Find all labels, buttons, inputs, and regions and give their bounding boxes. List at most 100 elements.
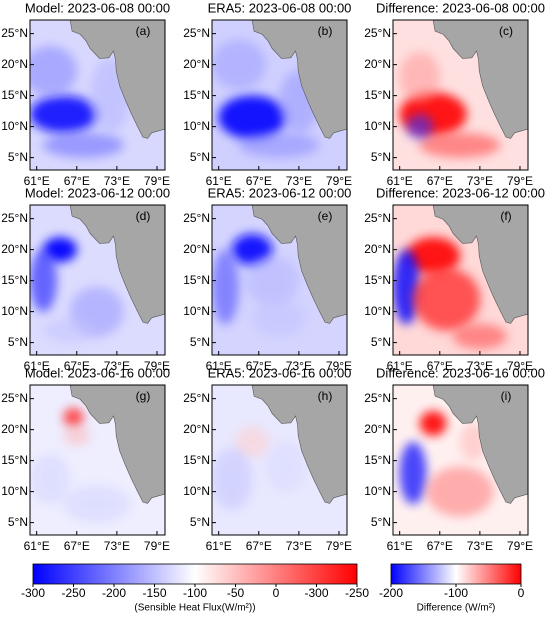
panel-label: (f) <box>500 209 511 223</box>
lat-tick-label: 10°N <box>183 304 210 318</box>
land <box>432 205 528 324</box>
frame <box>29 384 166 536</box>
field-blob <box>212 39 266 90</box>
field-blob <box>426 466 494 517</box>
map-panel <box>393 205 528 355</box>
lat-tick-label: 5°N <box>8 150 28 164</box>
lat-tick-label: 20°N <box>183 242 210 256</box>
panel-title: ERA5: 2023-06-08 00:00 <box>208 0 352 15</box>
field-blob <box>393 249 420 325</box>
lon-tick-label: 61°E <box>387 359 413 373</box>
lat-tick-label: 15°N <box>1 88 28 102</box>
lat-tick-label: 20°N <box>183 422 210 436</box>
land <box>432 20 528 139</box>
field-blob <box>30 45 78 96</box>
field-blob <box>218 95 286 140</box>
field-blob <box>399 441 427 505</box>
lat-tick-label: 10°N <box>183 484 210 498</box>
lon-tick-label: 79°E <box>144 359 170 373</box>
lon-tick-label: 67°E <box>427 359 453 373</box>
lat-tick-label: 10°N <box>1 304 28 318</box>
lon-tick-label: 67°E <box>64 539 90 553</box>
field-blob <box>265 441 306 492</box>
colorbar-tick-label: -300 <box>21 586 45 600</box>
frame <box>392 19 529 171</box>
colorbar-tick-label: -50 <box>227 586 245 600</box>
lon-tick-label: 61°E <box>24 359 50 373</box>
lat-tick-label: 20°N <box>1 422 28 436</box>
panel-label: (d) <box>136 209 151 223</box>
panel-title: Difference: 2023-06-08 00:00 <box>376 0 545 15</box>
panel-label: (g) <box>136 389 151 403</box>
lon-tick-label: 79°E <box>326 359 352 373</box>
land <box>69 205 165 324</box>
lon-tick-label: 79°E <box>144 174 170 188</box>
lon-tick-label: 61°E <box>24 174 50 188</box>
map-panel <box>30 20 165 170</box>
lon-tick-label: 61°E <box>24 539 50 553</box>
map-panel <box>30 385 165 535</box>
colorbar-tick-label: -200 <box>102 586 126 600</box>
lat-tick-label: 10°N <box>1 484 28 498</box>
lon-tick-label: 73°E <box>104 174 130 188</box>
lon-tick-label: 67°E <box>64 359 90 373</box>
lat-tick-label: 5°N <box>190 335 210 349</box>
colorbar-tick-label: -100 <box>183 586 207 600</box>
lon-tick-label: 61°E <box>206 539 232 553</box>
lat-tick-label: 10°N <box>364 304 391 318</box>
panel-label: (e) <box>318 209 333 223</box>
lon-tick-label: 79°E <box>507 359 533 373</box>
field-blob <box>399 52 440 103</box>
lat-tick-label: 20°N <box>364 422 391 436</box>
field-blob <box>212 447 253 511</box>
lon-tick-label: 67°E <box>246 539 272 553</box>
field-blob <box>406 114 434 140</box>
lat-tick-label: 15°N <box>364 88 391 102</box>
field-blob <box>30 249 57 312</box>
lon-tick-label: 73°E <box>286 174 312 188</box>
panel-title: Model: 2023-06-08 00:00 <box>25 0 170 15</box>
lat-tick-label: 15°N <box>1 273 28 287</box>
lat-tick-label: 20°N <box>183 57 210 71</box>
colorbar-tick-label: -200 <box>379 586 403 600</box>
lon-tick-label: 79°E <box>507 174 533 188</box>
lat-tick-label: 20°N <box>1 57 28 71</box>
lat-tick-label: 25°N <box>183 211 210 225</box>
map-panel <box>212 385 347 535</box>
lat-tick-label: 5°N <box>371 515 391 529</box>
colorbar-tick-label: -250 <box>61 586 85 600</box>
frame <box>211 384 348 536</box>
panel-label: (a) <box>136 24 151 38</box>
lat-tick-label: 20°N <box>364 242 391 256</box>
field-blob <box>43 317 98 343</box>
lat-tick-label: 15°N <box>1 453 28 467</box>
colorbar-tick-label: -250 <box>345 586 369 600</box>
lon-tick-label: 61°E <box>206 359 232 373</box>
lon-tick-label: 61°E <box>387 174 413 188</box>
lon-tick-label: 73°E <box>467 539 493 553</box>
field-blob <box>30 454 71 505</box>
lon-tick-label: 79°E <box>326 174 352 188</box>
lon-tick-label: 67°E <box>427 539 453 553</box>
lon-tick-label: 67°E <box>246 359 272 373</box>
lon-tick-label: 73°E <box>286 359 312 373</box>
lat-tick-label: 15°N <box>364 273 391 287</box>
lat-tick-label: 25°N <box>364 391 391 405</box>
map-panel <box>212 20 347 170</box>
land <box>69 385 165 504</box>
field-blob <box>235 426 269 458</box>
lon-tick-label: 73°E <box>104 539 130 553</box>
land <box>251 20 347 139</box>
lat-tick-label: 10°N <box>364 119 391 133</box>
frame <box>392 204 529 356</box>
lat-tick-label: 15°N <box>183 453 210 467</box>
field-blob <box>212 249 239 325</box>
field-blob <box>251 299 306 337</box>
lat-tick-label: 15°N <box>183 88 210 102</box>
land <box>69 20 165 139</box>
frame <box>29 204 166 356</box>
panel-title: Model: 2023-06-16 00:00 <box>25 365 170 380</box>
panel-label: (h) <box>318 389 333 403</box>
lon-tick-label: 73°E <box>467 174 493 188</box>
